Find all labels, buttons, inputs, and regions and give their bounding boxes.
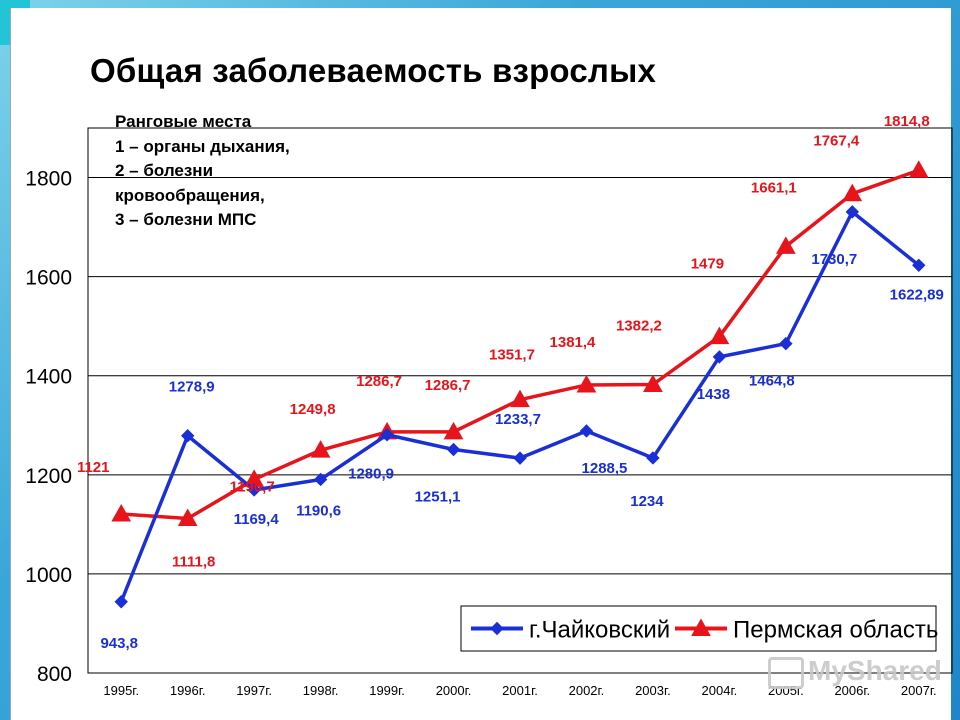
data-point-marker bbox=[490, 621, 504, 636]
x-tick-label: 2000г. bbox=[436, 683, 472, 698]
data-label: 1111,8 bbox=[172, 554, 215, 571]
gridlines bbox=[87, 127, 953, 674]
data-point-marker bbox=[908, 160, 929, 178]
y-tick-label: 1000 bbox=[25, 564, 72, 587]
data-label: 1286,7 bbox=[356, 373, 402, 390]
slide-panel bbox=[10, 8, 951, 720]
x-tick-label: 2007г. bbox=[901, 683, 937, 698]
rank-note-line: кровообращения, bbox=[115, 185, 265, 205]
data-point-marker bbox=[177, 508, 198, 527]
data-point-marker bbox=[709, 326, 730, 345]
x-tick-label: 2001г. bbox=[502, 683, 538, 698]
data-label: 1251,1 bbox=[415, 489, 461, 506]
data-label: 1814,8 bbox=[884, 113, 930, 130]
data-label: 1351,7 bbox=[489, 347, 535, 364]
rank-note-line: 1 – органы дыхания, bbox=[115, 136, 290, 156]
chart-title: Общая заболеваемость взрослых bbox=[90, 52, 657, 89]
rank-note-line: 3 – болезни МПС bbox=[115, 210, 257, 229]
data-point-marker bbox=[114, 595, 128, 609]
x-tick-label: 1995г. bbox=[103, 683, 139, 698]
data-point-marker bbox=[646, 451, 660, 465]
y-tick-label: 1200 bbox=[25, 465, 72, 488]
y-tick-label: 1600 bbox=[25, 267, 72, 290]
x-tick-label: 2004г. bbox=[702, 683, 738, 698]
data-label: 1190,7 bbox=[230, 478, 275, 495]
series-layer bbox=[111, 160, 929, 609]
data-label: 1767,4 bbox=[813, 133, 860, 150]
data-point-marker bbox=[443, 421, 464, 440]
x-tick-label: 1999г. bbox=[369, 683, 405, 698]
data-point-marker bbox=[510, 389, 530, 408]
data-point-marker bbox=[779, 336, 793, 351]
data-point-marker bbox=[643, 374, 663, 393]
data-label: 1288,5 bbox=[582, 460, 628, 477]
legend: г.Чайковский Пермская область bbox=[460, 605, 938, 652]
data-label: 1730,7 bbox=[811, 251, 857, 268]
data-point-marker bbox=[912, 258, 926, 273]
data-label: 1622,89 bbox=[890, 286, 944, 303]
data-label: 1464,8 bbox=[749, 373, 795, 390]
data-point-marker bbox=[842, 183, 863, 202]
x-tick-label: 2002г. bbox=[569, 683, 605, 698]
y-tick-label: 1800 bbox=[25, 168, 72, 191]
data-point-marker bbox=[180, 429, 195, 443]
legend-label: г.Чайковский bbox=[529, 617, 670, 644]
data-label: 1382,2 bbox=[616, 318, 662, 335]
y-axis-ticks: 800 1000 1200 1400 1600 1800 bbox=[25, 168, 72, 686]
data-label: 943,8 bbox=[100, 635, 138, 652]
data-point-marker bbox=[247, 483, 261, 497]
data-point-marker bbox=[576, 374, 597, 393]
data-point-marker bbox=[513, 451, 527, 465]
rank-note-line: Ранговые места bbox=[115, 112, 252, 131]
data-labels: 1121 1111,8 1190,7 1249,8 1286,7 1286,7 1351,7… bbox=[77, 113, 944, 652]
data-label: 1234 bbox=[630, 493, 664, 510]
data-point-marker bbox=[380, 428, 394, 442]
data-label: 1381,4 bbox=[550, 334, 597, 351]
x-tick-label: 2006г. bbox=[834, 683, 870, 698]
rank-note: Ранговые места 1 – органы дыхания, 2 – б… bbox=[115, 110, 290, 233]
data-label: 1661,1 bbox=[751, 179, 797, 196]
x-axis-ticks: 1995г. 1996г. 1997г. 1998г. 1999г. 2000г. 2001… bbox=[103, 683, 936, 698]
watermark: MyShared bbox=[768, 655, 942, 689]
data-point-marker bbox=[691, 618, 711, 636]
x-tick-label: 2003г. bbox=[635, 683, 671, 698]
x-tick-label: 1996г. bbox=[170, 683, 206, 698]
watermark-text: MyShared bbox=[808, 655, 942, 686]
data-point-marker bbox=[845, 205, 860, 219]
legend-label: Пермская область bbox=[733, 617, 938, 644]
data-label: 1249,8 bbox=[290, 401, 336, 418]
data-label: 1278,9 bbox=[169, 379, 215, 396]
x-tick-label: 1997г. bbox=[236, 683, 272, 698]
data-point-marker bbox=[111, 503, 132, 522]
data-point-marker bbox=[313, 472, 328, 487]
y-tick-label: 1400 bbox=[25, 366, 72, 389]
x-tick-label: 1998г. bbox=[303, 683, 339, 698]
data-label: 1438 bbox=[697, 386, 730, 403]
data-label: 1280,9 bbox=[348, 466, 394, 483]
data-point-marker bbox=[446, 442, 461, 457]
y-tick-label: 800 bbox=[37, 663, 72, 686]
data-label: 1190,6 bbox=[296, 502, 341, 519]
data-point-marker bbox=[712, 350, 727, 364]
data-label: 1233,7 bbox=[495, 411, 541, 428]
watermark-logo-icon bbox=[768, 656, 804, 689]
data-point-marker bbox=[579, 424, 594, 438]
data-label: 1479 bbox=[691, 256, 724, 273]
data-label: 1286,7 bbox=[425, 377, 471, 394]
data-point-marker bbox=[310, 440, 331, 458]
rank-note-line: 2 – болезни bbox=[115, 161, 214, 180]
data-label: 1121 bbox=[77, 459, 110, 476]
data-point-marker bbox=[775, 236, 796, 254]
data-label: 1169,4 bbox=[234, 511, 280, 528]
